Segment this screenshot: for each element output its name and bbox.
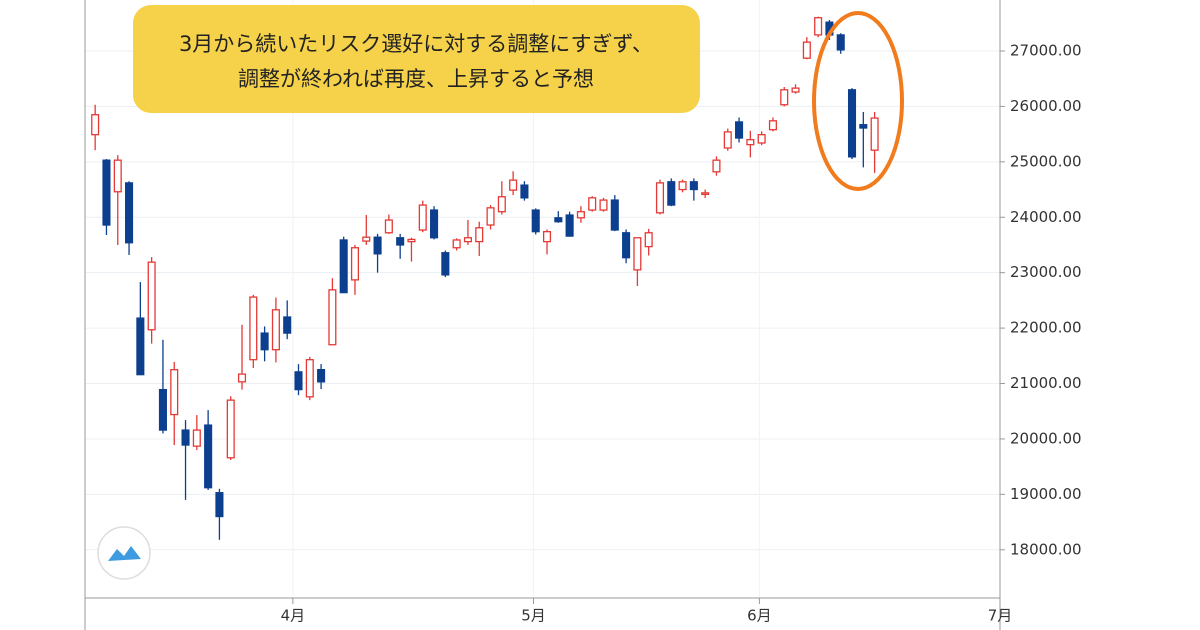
candle-body bbox=[701, 192, 710, 196]
candle-body bbox=[486, 207, 495, 226]
candle-body bbox=[870, 117, 879, 151]
candle-body bbox=[452, 239, 461, 249]
candle-body bbox=[237, 373, 247, 383]
candle-body bbox=[350, 247, 360, 281]
candle-body bbox=[723, 131, 732, 149]
x-tick-label: 7月 bbox=[988, 607, 1013, 625]
candle-body bbox=[283, 316, 292, 334]
candle-body bbox=[746, 139, 755, 146]
candle-body bbox=[644, 232, 653, 248]
candle-body bbox=[735, 121, 744, 139]
candle-body bbox=[610, 199, 619, 231]
candle-body bbox=[192, 429, 201, 447]
candle-body bbox=[102, 159, 111, 226]
candle-body bbox=[463, 237, 472, 243]
y-tick-label: 20000.00 bbox=[1010, 429, 1082, 447]
candle-body bbox=[678, 181, 687, 191]
candle-body bbox=[407, 238, 416, 243]
candle-body bbox=[418, 204, 427, 231]
candle-body bbox=[181, 429, 190, 446]
candle-body bbox=[542, 231, 552, 243]
candle-body bbox=[362, 236, 371, 242]
x-tick-label: 5月 bbox=[521, 607, 546, 625]
candle-body bbox=[847, 89, 857, 158]
y-tick-label: 25000.00 bbox=[1010, 152, 1082, 170]
candle-body bbox=[588, 197, 597, 211]
candle-body bbox=[712, 159, 721, 173]
candle-body bbox=[859, 124, 868, 129]
highlight-ellipse bbox=[812, 11, 904, 191]
candle-body bbox=[317, 369, 326, 383]
candle-body bbox=[226, 399, 235, 459]
candle-body bbox=[215, 492, 224, 518]
annotation-line: 調整が終われば再度、上昇すると予想 bbox=[238, 67, 594, 91]
y-tick-label: 27000.00 bbox=[1010, 41, 1082, 59]
candle-body bbox=[430, 209, 439, 239]
candle-body bbox=[520, 184, 529, 199]
candle-body bbox=[576, 211, 585, 219]
candle-body bbox=[260, 332, 269, 351]
candle-body bbox=[791, 87, 800, 93]
candle-body bbox=[814, 17, 823, 36]
candle-body bbox=[475, 227, 484, 243]
candle-body bbox=[768, 120, 777, 131]
axes: 18000.00 19000.00 20000.00 21000.00 22000.00… bbox=[281, 41, 1082, 624]
y-tick-label: 24000.00 bbox=[1010, 208, 1082, 226]
x-tick-label: 6月 bbox=[747, 607, 772, 625]
candle-body bbox=[294, 371, 303, 391]
candle-body bbox=[170, 369, 179, 416]
candle-body bbox=[633, 237, 642, 271]
annotation-line: 3月から続いたリスク選好に対する調整にすぎず、 bbox=[179, 32, 653, 56]
candle-body bbox=[204, 424, 213, 489]
candle-body bbox=[599, 199, 608, 211]
candle-body bbox=[780, 89, 789, 106]
candle-body bbox=[373, 236, 382, 255]
x-tick-label: 4月 bbox=[281, 607, 306, 625]
candles bbox=[91, 16, 879, 540]
candle-body bbox=[271, 309, 280, 351]
candle-body bbox=[158, 388, 167, 431]
candle-body bbox=[147, 261, 156, 331]
y-tick-label: 26000.00 bbox=[1010, 97, 1082, 115]
y-tick-label: 18000.00 bbox=[1010, 540, 1082, 558]
candle-body bbox=[384, 219, 393, 234]
candle-body bbox=[802, 41, 811, 59]
candle-body bbox=[554, 217, 563, 223]
candle-body bbox=[622, 232, 631, 259]
candle-body bbox=[305, 359, 314, 398]
y-tick-label: 19000.00 bbox=[1010, 485, 1082, 503]
candle-body bbox=[757, 134, 766, 144]
candle-body bbox=[396, 237, 405, 246]
candle-body bbox=[125, 182, 134, 244]
y-tick-label: 23000.00 bbox=[1010, 263, 1082, 281]
candle-body bbox=[339, 239, 348, 294]
candle-body bbox=[531, 209, 540, 233]
candle-body bbox=[689, 181, 698, 191]
candle-body bbox=[667, 181, 676, 206]
candle-body bbox=[836, 34, 845, 51]
y-tick-label: 22000.00 bbox=[1010, 319, 1082, 337]
candle-body bbox=[328, 289, 337, 346]
annotation-box bbox=[133, 5, 700, 113]
candle-body bbox=[136, 317, 145, 376]
candle-body bbox=[441, 252, 450, 276]
logo bbox=[97, 526, 151, 580]
candle-body bbox=[91, 114, 100, 136]
candle-body bbox=[655, 182, 665, 214]
candle-body bbox=[249, 296, 258, 361]
y-tick-label: 21000.00 bbox=[1010, 374, 1082, 392]
candle-body bbox=[565, 214, 574, 237]
candle-body bbox=[497, 196, 506, 213]
candle-body bbox=[113, 159, 122, 193]
candle-body bbox=[509, 179, 518, 191]
